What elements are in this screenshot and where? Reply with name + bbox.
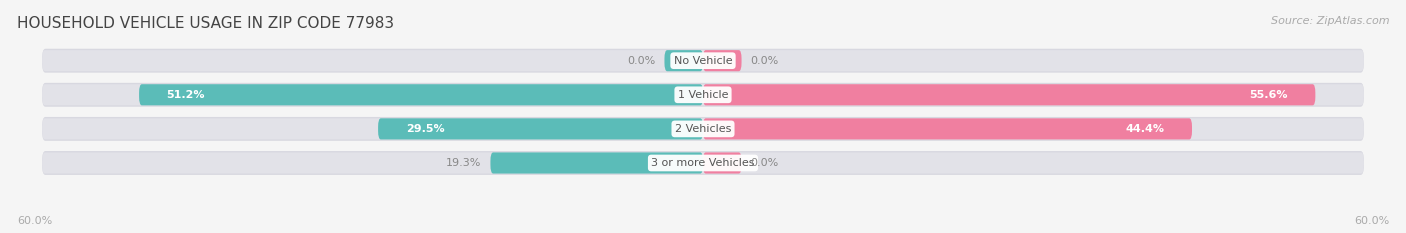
Text: 0.0%: 0.0%	[627, 56, 655, 66]
FancyBboxPatch shape	[42, 83, 1364, 107]
Text: 60.0%: 60.0%	[17, 216, 52, 226]
Text: 2 Vehicles: 2 Vehicles	[675, 124, 731, 134]
FancyBboxPatch shape	[703, 152, 741, 174]
FancyBboxPatch shape	[42, 151, 1364, 175]
FancyBboxPatch shape	[42, 117, 1364, 141]
FancyBboxPatch shape	[378, 118, 703, 140]
Text: 51.2%: 51.2%	[167, 90, 205, 100]
FancyBboxPatch shape	[42, 84, 1364, 105]
Text: No Vehicle: No Vehicle	[673, 56, 733, 66]
FancyBboxPatch shape	[491, 152, 703, 174]
Text: 0.0%: 0.0%	[751, 158, 779, 168]
Text: 19.3%: 19.3%	[446, 158, 482, 168]
Text: 0.0%: 0.0%	[751, 56, 779, 66]
FancyBboxPatch shape	[703, 50, 741, 71]
Text: 55.6%: 55.6%	[1250, 90, 1288, 100]
FancyBboxPatch shape	[42, 152, 1364, 174]
FancyBboxPatch shape	[703, 84, 1316, 105]
Text: 44.4%: 44.4%	[1125, 124, 1164, 134]
FancyBboxPatch shape	[42, 50, 1364, 71]
FancyBboxPatch shape	[139, 84, 703, 105]
FancyBboxPatch shape	[42, 118, 1364, 140]
Text: 29.5%: 29.5%	[405, 124, 444, 134]
Text: 1 Vehicle: 1 Vehicle	[678, 90, 728, 100]
Text: 60.0%: 60.0%	[1354, 216, 1389, 226]
Legend: Owner-occupied, Renter-occupied: Owner-occupied, Renter-occupied	[582, 230, 824, 233]
Text: HOUSEHOLD VEHICLE USAGE IN ZIP CODE 77983: HOUSEHOLD VEHICLE USAGE IN ZIP CODE 7798…	[17, 16, 394, 31]
Text: Source: ZipAtlas.com: Source: ZipAtlas.com	[1271, 16, 1389, 26]
Text: 3 or more Vehicles: 3 or more Vehicles	[651, 158, 755, 168]
FancyBboxPatch shape	[665, 50, 703, 71]
FancyBboxPatch shape	[42, 49, 1364, 73]
FancyBboxPatch shape	[703, 118, 1192, 140]
